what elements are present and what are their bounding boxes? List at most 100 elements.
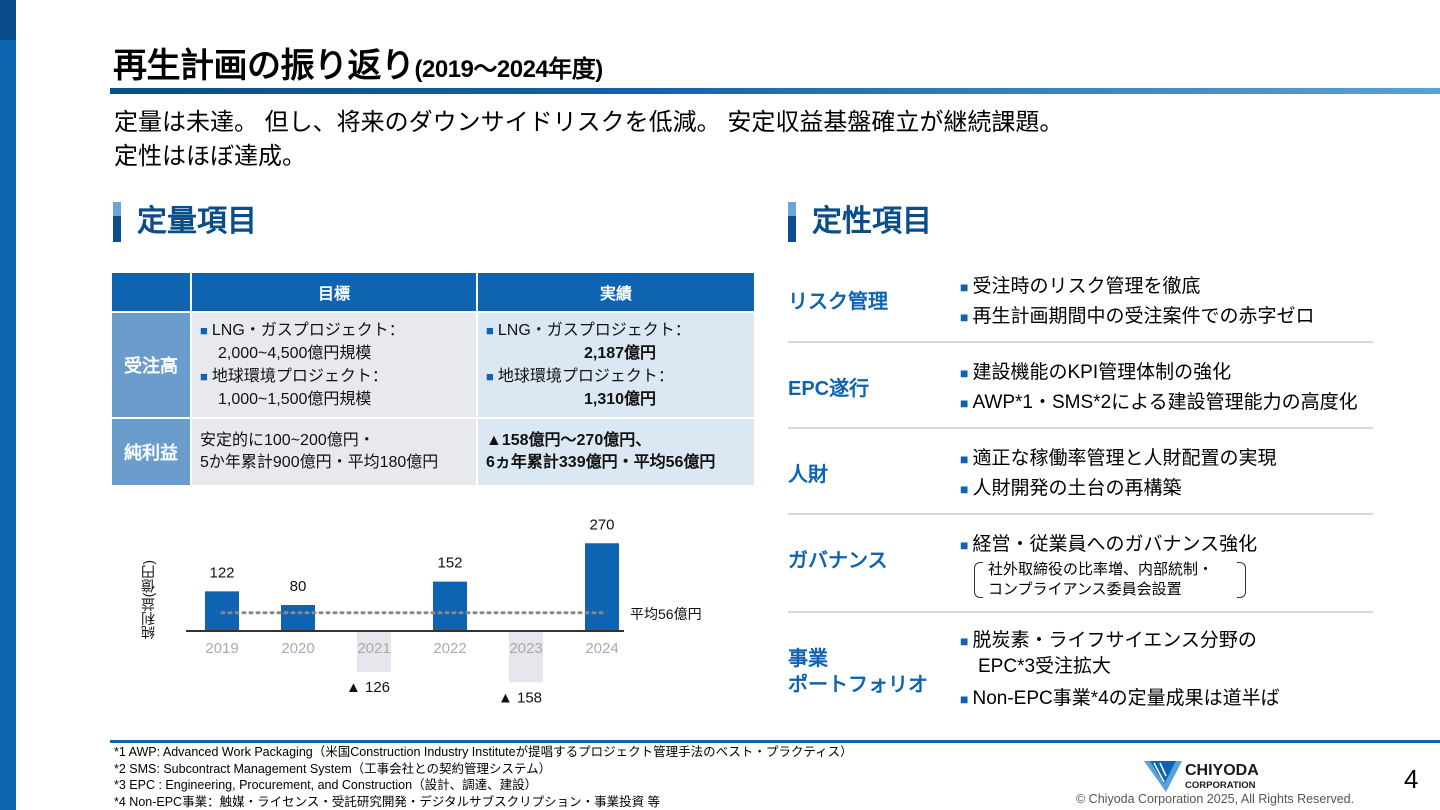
table-header-actual: 実績 (478, 273, 754, 313)
qual-row-hr: 人財 ■ 適正な稼働率管理と人財配置の実現 ■ 人財開発の土台の再構築 (788, 429, 1373, 515)
table-header-row: 目標 実績 (112, 273, 754, 313)
qual-label-epc: EPC遂行 (788, 378, 870, 400)
target-lng-value: 2,000~4,500億円規模 (218, 345, 372, 362)
copyright: © Chiyoda Corporation 2025, All Rights R… (1076, 792, 1355, 806)
square-bullet-icon: ■ (960, 365, 969, 381)
target-lng-title: LNG・ガスプロジェクト： (211, 322, 405, 339)
bracket-line-1: 社外取締役の比率増、内部統制・ (988, 561, 1214, 578)
summary: 定量は未達。 但し、将来のダウンサイドリスクを低減。 安定収益基盤確立が継続課題… (114, 106, 1063, 174)
section-quantitative-title: 定量項目 (113, 200, 257, 244)
table-row-orders: 受注高 ■ LNG・ガスプロジェクト： 2,000~4,500億円規模 ■ 地球環境… (112, 313, 754, 419)
tick-label-2024: 2024 (585, 640, 618, 657)
bar-2023 (509, 631, 543, 683)
net-income-bar-chart: 122 2019 80 2020 ▲ 126 2021 152 2022 ▲ 158 2023 27… (186, 516, 702, 706)
qual-label-risk: リスク管理 (788, 291, 888, 313)
tick-label-2019: 2019 (205, 640, 238, 657)
summary-line-2: 定性はほぼ達成。 (114, 143, 306, 170)
actual-env-title: 地球環境プロジェクト： (497, 368, 674, 385)
footnote-2: *2 SMS: Subcontract Management System（工事… (114, 761, 552, 776)
bar-2019 (205, 591, 239, 631)
square-bullet-icon: ■ (486, 369, 494, 384)
net-income-actual-line-1: ▲158億円～270億円、 (486, 432, 652, 449)
bar-2021 (357, 631, 391, 672)
orders-target-cell: ■ LNG・ガスプロジェクト： 2,000~4,500億円規模 ■ 地球環境プロジェ… (192, 313, 478, 419)
net-income-actual-line-2: 6ヵ年累計339億円・平均56億円 (486, 454, 716, 471)
page-number: 4 (1404, 764, 1419, 794)
list-item: ■ 受注時のリスク管理を徹底 (960, 276, 1201, 297)
actual-env-value: 1,310億円 (583, 391, 657, 408)
list-item: ■ 再生計画期間中の受注案件での赤字ゼロ (960, 306, 1315, 327)
list-item: ■ Non-EPC事業*4の定量成果は道半ば (960, 688, 1280, 709)
net-income-target-line-1: 安定的に100~200億円・ (200, 432, 375, 449)
page-title-period: (2019～2024年度) (414, 56, 604, 83)
svg-text:CHIYODA: CHIYODA (1185, 762, 1258, 779)
data-label-2021: ▲ 126 (346, 679, 390, 696)
left-accent-bar (0, 0, 16, 810)
qual-items-epc: ■ 建設機能のKPI管理体制の強化 ■ AWP*1・SMS*2による建設管理能力の高… (960, 358, 1358, 418)
square-bullet-icon: ■ (960, 395, 969, 411)
summary-line-1: 定量は未達。 但し、将来のダウンサイドリスクを低減。 安定収益基盤確立が継続課題… (114, 109, 1064, 136)
svg-text:CORPORATION: CORPORATION (1185, 780, 1256, 791)
table-header-target: 目標 (192, 273, 478, 313)
table-header-corner (112, 273, 192, 313)
tick-label-2021: 2021 (357, 640, 390, 657)
list-item: ■ AWP*1・SMS*2による建設管理能力の高度化 (960, 392, 1358, 413)
data-label-2019: 122 (209, 564, 234, 581)
qual-row-epc: EPC遂行 ■ 建設機能のKPI管理体制の強化 ■ AWP*1・SMS*2による建設… (788, 343, 1373, 429)
net-income-target-cell: 安定的に100~200億円・ 5か年累計900億円・平均180億円 (192, 419, 478, 485)
target-env-title: 地球環境プロジェクト： (211, 368, 388, 385)
average-label: 平均56億円 (630, 606, 702, 622)
bar-2020 (281, 605, 315, 631)
footer-divider (110, 740, 1440, 743)
list-item: ■ 経営・従業員へのガバナンス強化 (960, 534, 1258, 555)
data-label-2020: 80 (290, 578, 307, 595)
square-bullet-icon: ■ (960, 451, 969, 467)
qual-label-governance: ガバナンス (788, 550, 888, 572)
orders-actual-cell: ■ LNG・ガスプロジェクト： 2,187億円 ■ 地球環境プロジェクト： 1,31… (478, 313, 754, 419)
actual-lng-title: LNG・ガスプロジェクト： (497, 322, 691, 339)
qual-label-hr: 人財 (788, 464, 828, 486)
qual-items-governance: ■ 経営・従業員へのガバナンス強化 社外取締役の比率増、内部統制・ コンプライアン… (960, 530, 1257, 600)
actual-lng-value: 2,187億円 (583, 345, 657, 362)
square-bullet-icon: ■ (960, 309, 969, 325)
tick-label-2020: 2020 (281, 640, 314, 657)
qual-items-hr: ■ 適正な稼働率管理と人財配置の実現 ■ 人財開発の土台の再構築 (960, 444, 1276, 504)
chiyoda-logo: CHIYODA CORPORATION (1144, 761, 1258, 792)
bracket-line-2: コンプライアンス委員会設置 (988, 581, 1182, 598)
tick-label-2023: 2023 (509, 640, 542, 657)
list-item: ■ 人財開発の土台の再構築 (960, 478, 1182, 499)
qual-row-portfolio: 事業 ポートフォリオ ■ 脱炭素・ライフサイエンス分野の EPC*3受注拡大 ■ N… (788, 613, 1373, 713)
footnote-3: *3 EPC : Engineering, Procurement, and C… (114, 778, 538, 792)
square-bullet-icon: ■ (960, 691, 969, 707)
qual-row-risk: リスク管理 ■ 受注時のリスク管理を徹底 ■ 再生計画期間中の受注案件での赤字ゼロ (788, 272, 1373, 343)
bar-2024 (585, 543, 619, 631)
list-item: ■ 適正な稼働率管理と人財配置の実現 (960, 448, 1277, 469)
qual-label-portfolio: 事業 ポートフォリオ (788, 648, 928, 696)
footnotes: *1 AWP: Advanced Work Packaging（米国Constr… (114, 744, 853, 810)
square-bullet-icon: ■ (960, 537, 969, 553)
row-label-orders: 受注高 (112, 313, 192, 419)
title-underline (110, 88, 1440, 94)
data-label-2023: ▲ 158 (498, 689, 542, 706)
square-bullet-icon: ■ (960, 279, 969, 295)
list-item: ■ 脱炭素・ライフサイエンス分野の (960, 630, 1257, 651)
target-env-value: 1,000~1,500億円規模 (218, 391, 372, 408)
footnote-4: *4 Non-EPC事業：触媒・ライセンス・受託研究開発・デジタルサブスクリプシ… (114, 794, 661, 809)
qual-items-risk: ■ 受注時のリスク管理を徹底 ■ 再生計画期間中の受注案件での赤字ゼロ (960, 272, 1314, 332)
square-bullet-icon: ■ (200, 323, 208, 338)
square-bullet-icon: ■ (486, 323, 494, 338)
row-label-net-income: 純利益 (112, 419, 192, 485)
square-bullet-icon: ■ (960, 481, 969, 497)
footnote-1: *1 AWP: Advanced Work Packaging（米国Constr… (114, 745, 853, 759)
list-item-continuation: EPC*3受注拡大 (978, 656, 1112, 677)
quantitative-table: 目標 実績 受注高 ■ LNG・ガスプロジェクト： 2,000~4,500億円規模… (112, 273, 754, 485)
qual-items-portfolio: ■ 脱炭素・ライフサイエンス分野の EPC*3受注拡大 ■ Non-EPC事業*4の… (960, 628, 1280, 712)
qual-row-governance: ガバナンス ■ 経営・従業員へのガバナンス強化 社外取締役の比率増、内部統制・ コ… (788, 515, 1373, 613)
data-label-2024: 270 (589, 516, 614, 533)
section-qualitative-title: 定性項目 (788, 200, 932, 244)
tick-label-2022: 2022 (433, 640, 466, 657)
left-accent-bar-top (0, 0, 16, 40)
governance-detail-bracket: 社外取締役の比率増、内部統制・ コンプライアンス委員会設置 (974, 560, 1246, 600)
list-item: ■ 建設機能のKPI管理体制の強化 (960, 362, 1232, 383)
net-income-target-line-2: 5か年累計900億円・平均180億円 (200, 454, 439, 471)
